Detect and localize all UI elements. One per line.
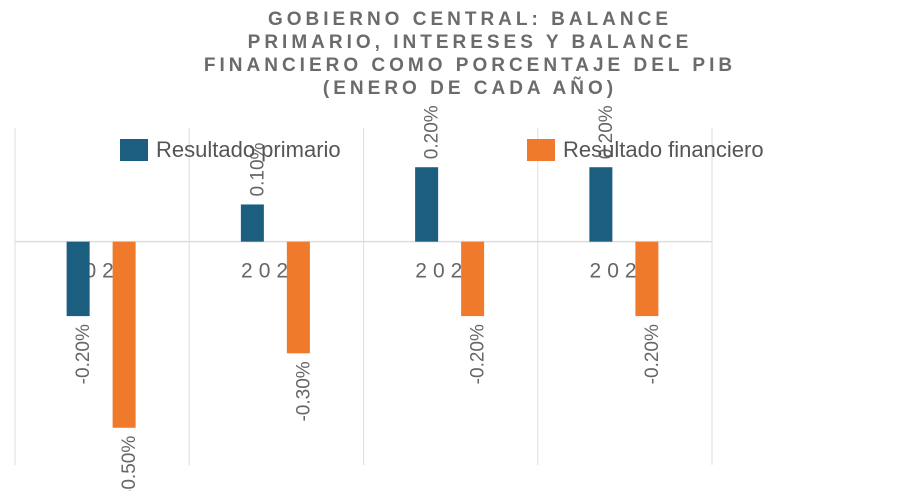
legend-label: Resultado financiero: [563, 137, 764, 162]
data-label: 0.20%: [596, 105, 617, 159]
chart-title: GOBIERNO CENTRAL: BALANCE: [268, 9, 672, 30]
bar: [240, 204, 264, 242]
data-label: -0.20%: [642, 324, 663, 384]
chart-title: (ENERO DE CADA AÑO): [323, 77, 617, 99]
data-label: 0.10%: [247, 142, 268, 196]
chart-title: FINANCIERO COMO PORCENTAJE DEL PIB: [204, 55, 736, 76]
bar: [415, 167, 439, 242]
legend-swatch: [527, 139, 555, 161]
bar: [589, 167, 613, 242]
legend-label: Resultado primario: [156, 137, 341, 162]
data-label: -0.30%: [293, 361, 314, 421]
data-label: -0.20%: [468, 324, 489, 384]
bar: [66, 241, 90, 317]
data-label: -0.50%: [119, 436, 140, 491]
bar: [461, 241, 485, 317]
legend-swatch: [120, 139, 148, 161]
chart-title: PRIMARIO, INTERESES Y BALANCE: [248, 32, 693, 53]
data-label: 0.20%: [422, 105, 443, 159]
data-label: -0.20%: [73, 324, 94, 384]
bar: [286, 241, 310, 354]
bar: [635, 241, 659, 317]
bar: [112, 241, 136, 428]
